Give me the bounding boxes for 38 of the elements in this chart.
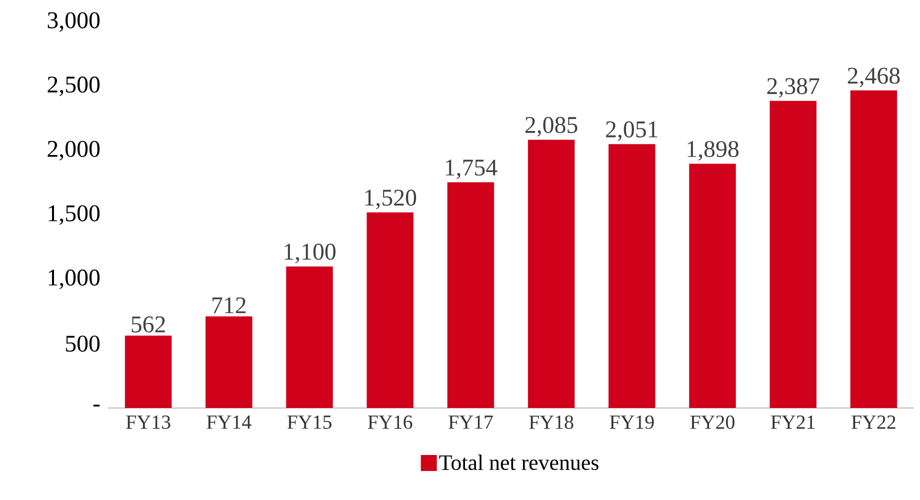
legend-label: Total net revenues (439, 454, 598, 470)
x-tick-label: FY17 (448, 416, 493, 429)
x-tick-label: FY22 (852, 416, 896, 429)
bar (689, 164, 736, 408)
data-label: 1,100 (284, 244, 336, 264)
data-label: 2,085 (525, 116, 578, 137)
data-label: 1,898 (688, 140, 738, 161)
data-label: 2,051 (606, 121, 658, 141)
x-tick-label: FY21 (770, 416, 815, 429)
data-label: 2,387 (767, 78, 820, 98)
y-tick-label: - (93, 404, 100, 407)
bar (608, 144, 656, 408)
data-label: 562 (132, 316, 165, 332)
y-tick-label: 2,500 (48, 76, 100, 96)
y-tick-label: 3,000 (48, 12, 100, 32)
x-tick-label: FY14 (206, 416, 252, 429)
y-tick-label: 1,500 (48, 205, 100, 225)
bar (447, 182, 494, 408)
bar (366, 212, 414, 408)
data-label: 1,754 (446, 160, 498, 180)
bar (850, 90, 898, 408)
bar (528, 140, 575, 408)
data-label: 2,468 (848, 68, 900, 88)
x-tick-label: FY19 (610, 416, 654, 429)
x-tick-label: FY20 (690, 416, 734, 429)
y-tick-label: 2,000 (48, 140, 100, 160)
data-label: 712 (212, 297, 246, 314)
x-tick-label: FY13 (126, 416, 170, 429)
data-label: 1,520 (365, 190, 416, 210)
bar (286, 266, 333, 408)
bar (206, 316, 252, 408)
x-tick-label: FY18 (529, 416, 574, 429)
bar (770, 100, 816, 408)
bar (124, 336, 172, 408)
y-tick-label: 500 (66, 336, 100, 352)
y-tick-label: 1,000 (48, 270, 100, 290)
x-tick-label: FY16 (368, 416, 412, 429)
x-tick-label: FY15 (287, 416, 332, 429)
